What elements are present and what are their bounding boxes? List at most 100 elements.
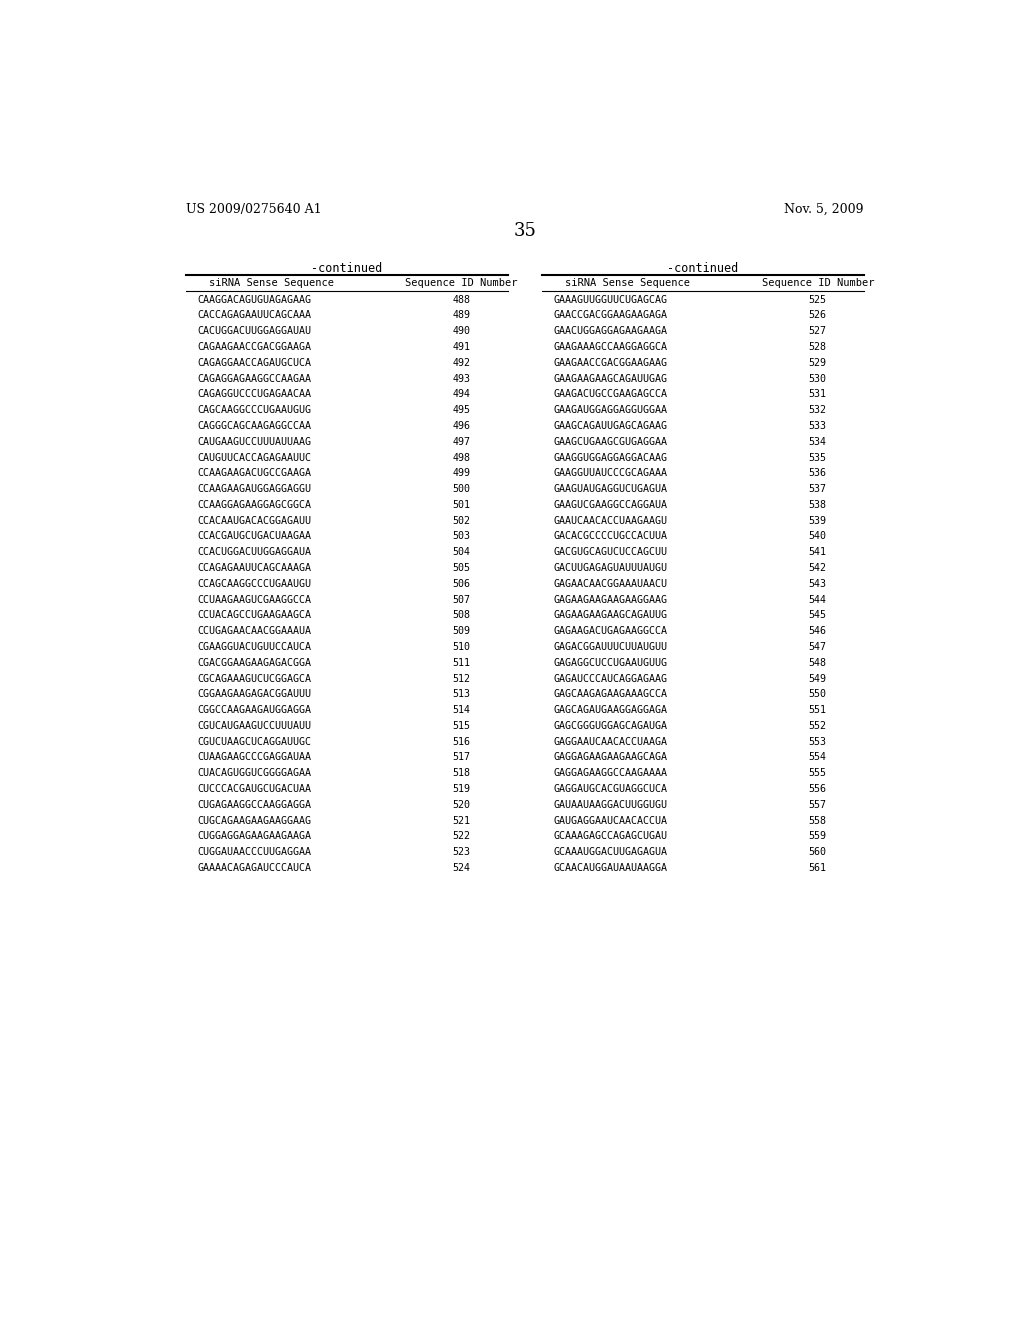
Text: GAGAAGACUGAGAAGGCCA: GAGAAGACUGAGAAGGCCA [554,626,668,636]
Text: 505: 505 [453,564,470,573]
Text: GAGAAGAAGAAGCAGAUUG: GAGAAGAAGAAGCAGAUUG [554,610,668,620]
Text: 542: 542 [809,564,826,573]
Text: CCACUGGACUUGGAGGAUA: CCACUGGACUUGGAGGAUA [198,548,311,557]
Text: CAGAGGAACCAGAUGCUCA: CAGAGGAACCAGAUGCUCA [198,358,311,368]
Text: 522: 522 [453,832,470,841]
Text: GAGAAGAAGAAGAAGGAAG: GAGAAGAAGAAGAAGGAAG [554,594,668,605]
Text: 551: 551 [809,705,826,715]
Text: GAUGAGGAAUCAACACCUA: GAUGAGGAAUCAACACCUA [554,816,668,825]
Text: CCACGAUGCUGACUAAGAA: CCACGAUGCUGACUAAGAA [198,532,311,541]
Text: GACUUGAGAGUAUUUAUGU: GACUUGAGAGUAUUUAUGU [554,564,668,573]
Text: CUAAGAAGCCCGAGGAUAA: CUAAGAAGCCCGAGGAUAA [198,752,311,763]
Text: 490: 490 [453,326,470,337]
Text: Nov. 5, 2009: Nov. 5, 2009 [784,203,863,216]
Text: 549: 549 [809,673,826,684]
Text: 508: 508 [453,610,470,620]
Text: 558: 558 [809,816,826,825]
Text: 515: 515 [453,721,470,731]
Text: 531: 531 [809,389,826,400]
Text: 548: 548 [809,657,826,668]
Text: 530: 530 [809,374,826,384]
Text: 556: 556 [809,784,826,795]
Text: GAACCGACGGAAGAAGAGA: GAACCGACGGAAGAAGAGA [554,310,668,321]
Text: CCUGAGAACAACGGAAAUA: CCUGAGAACAACGGAAAUA [198,626,311,636]
Text: 501: 501 [453,500,470,510]
Text: 536: 536 [809,469,826,478]
Text: 534: 534 [809,437,826,446]
Text: GAGACGGAUUUCUUAUGUU: GAGACGGAUUUCUUAUGUU [554,642,668,652]
Text: 539: 539 [809,516,826,525]
Text: CCUACAGCCUGAAGAAGCA: CCUACAGCCUGAAGAAGCA [198,610,311,620]
Text: Sequence ID Number: Sequence ID Number [762,277,874,288]
Text: 538: 538 [809,500,826,510]
Text: CAUGUUCACCAGAGAAUUC: CAUGUUCACCAGAGAAUUC [198,453,311,462]
Text: 553: 553 [809,737,826,747]
Text: 521: 521 [453,816,470,825]
Text: CCACAAUGACACGGAGAUU: CCACAAUGACACGGAGAUU [198,516,311,525]
Text: 509: 509 [453,626,470,636]
Text: 525: 525 [809,294,826,305]
Text: GAGGAAUCAACACCUAAGA: GAGGAAUCAACACCUAAGA [554,737,668,747]
Text: GAAGAUGGAGGAGGUGGAA: GAAGAUGGAGGAGGUGGAA [554,405,668,416]
Text: GAGCGGGUGGAGCAGAUGA: GAGCGGGUGGAGCAGAUGA [554,721,668,731]
Text: CCAAGAAGACUGCCGAAGA: CCAAGAAGACUGCCGAAGA [198,469,311,478]
Text: 500: 500 [453,484,470,494]
Text: CUGGAUAACCCUUGAGGAA: CUGGAUAACCCUUGAGGAA [198,847,311,857]
Text: 491: 491 [453,342,470,352]
Text: 544: 544 [809,594,826,605]
Text: CCAGCAAGGCCCUGAAUGU: CCAGCAAGGCCCUGAAUGU [198,579,311,589]
Text: 516: 516 [453,737,470,747]
Text: CUCCCACGAUGCUGACUAA: CUCCCACGAUGCUGACUAA [198,784,311,795]
Text: 554: 554 [809,752,826,763]
Text: GAAAACAGAGAUCCCAUCA: GAAAACAGAGAUCCCAUCA [198,863,311,873]
Text: CGUCUAAGCUCAGGAUUGC: CGUCUAAGCUCAGGAUUGC [198,737,311,747]
Text: GAGAGGCUCCUGAAUGUUG: GAGAGGCUCCUGAAUGUUG [554,657,668,668]
Text: CAGAGGAGAAGGCCAAGAA: CAGAGGAGAAGGCCAAGAA [198,374,311,384]
Text: GAUAAUAAGGACUUGGUGU: GAUAAUAAGGACUUGGUGU [554,800,668,809]
Text: CGAAGGUACUGUUCCAUCA: CGAAGGUACUGUUCCAUCA [198,642,311,652]
Text: CAAGGACAGUGUAGAGAAG: CAAGGACAGUGUAGAGAAG [198,294,311,305]
Text: 510: 510 [453,642,470,652]
Text: -continued: -continued [311,263,383,276]
Text: GACACGCCCCUGCCACUUA: GACACGCCCCUGCCACUUA [554,532,668,541]
Text: 489: 489 [453,310,470,321]
Text: GAAGCAGAUUGAGCAGAAG: GAAGCAGAUUGAGCAGAAG [554,421,668,430]
Text: CAGAAGAACCGACGGAAGA: CAGAAGAACCGACGGAAGA [198,342,311,352]
Text: GAAAGUUGGUUCUGAGCAG: GAAAGUUGGUUCUGAGCAG [554,294,668,305]
Text: 526: 526 [809,310,826,321]
Text: CAUGAAGUCCUUUAUUAAG: CAUGAAGUCCUUUAUUAAG [198,437,311,446]
Text: GAGGAGAAGAAGAAGCAGA: GAGGAGAAGAAGAAGCAGA [554,752,668,763]
Text: 550: 550 [809,689,826,700]
Text: CUGAGAAGGCCAAGGAGGA: CUGAGAAGGCCAAGGAGGA [198,800,311,809]
Text: 519: 519 [453,784,470,795]
Text: 497: 497 [453,437,470,446]
Text: 552: 552 [809,721,826,731]
Text: CCUAAGAAGUCGAAGGCCA: CCUAAGAAGUCGAAGGCCA [198,594,311,605]
Text: 561: 561 [809,863,826,873]
Text: CCAAGAAGAUGGAGGAGGU: CCAAGAAGAUGGAGGAGGU [198,484,311,494]
Text: 514: 514 [453,705,470,715]
Text: 504: 504 [453,548,470,557]
Text: 507: 507 [453,594,470,605]
Text: 528: 528 [809,342,826,352]
Text: 493: 493 [453,374,470,384]
Text: 555: 555 [809,768,826,779]
Text: GAGCAAGAGAAGAAAGCCA: GAGCAAGAGAAGAAAGCCA [554,689,668,700]
Text: 513: 513 [453,689,470,700]
Text: 540: 540 [809,532,826,541]
Text: 499: 499 [453,469,470,478]
Text: GAGGAGAAGGCCAAGAAAA: GAGGAGAAGGCCAAGAAAA [554,768,668,779]
Text: 537: 537 [809,484,826,494]
Text: 523: 523 [453,847,470,857]
Text: GAAGAAGAAGCAGAUUGAG: GAAGAAGAAGCAGAUUGAG [554,374,668,384]
Text: GAAGAAAGCCAAGGAGGCA: GAAGAAAGCCAAGGAGGCA [554,342,668,352]
Text: 547: 547 [809,642,826,652]
Text: 506: 506 [453,579,470,589]
Text: siRNA Sense Sequence: siRNA Sense Sequence [209,277,334,288]
Text: GACGUGCAGUCUCCAGCUU: GACGUGCAGUCUCCAGCUU [554,548,668,557]
Text: CAGAGGUCCCUGAGAACAA: CAGAGGUCCCUGAGAACAA [198,389,311,400]
Text: 494: 494 [453,389,470,400]
Text: 524: 524 [453,863,470,873]
Text: CACCAGAGAAUUCAGCAAA: CACCAGAGAAUUCAGCAAA [198,310,311,321]
Text: GAAGAACCGACGGAAGAAG: GAAGAACCGACGGAAGAAG [554,358,668,368]
